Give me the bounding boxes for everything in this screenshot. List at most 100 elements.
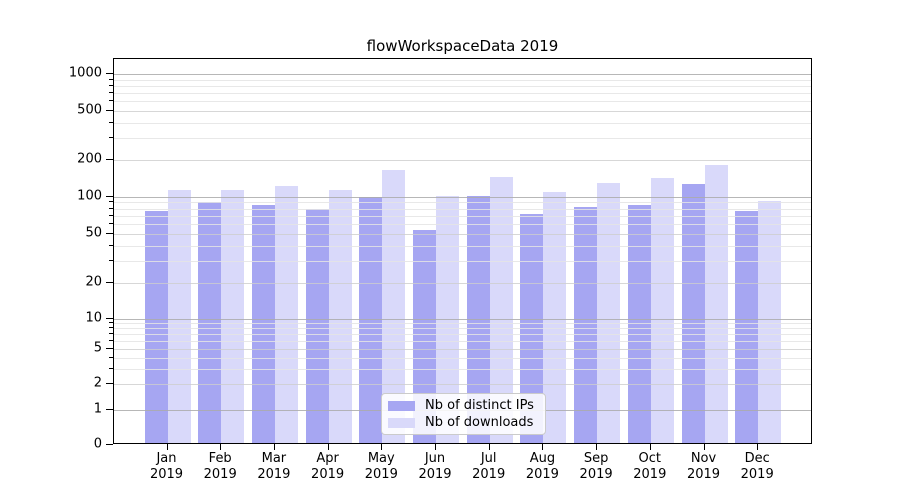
bar-downloads-mar (274, 186, 298, 443)
x-tick-aug (542, 444, 544, 450)
legend-item-distinct-ips: Nb of distinct IPs (388, 398, 539, 413)
x-tick-label-nov: Nov 2019 (686, 451, 721, 482)
plot-area (113, 58, 812, 444)
bar-downloads-jul (489, 177, 513, 443)
x-tick-label-may: May 2019 (364, 451, 398, 482)
y-tick-label-1: 1 (93, 401, 102, 416)
x-tick-label-oct: Oct 2019 (633, 451, 667, 482)
x-tick-jan (166, 444, 168, 450)
x-tick-label-sep: Sep 2019 (579, 451, 613, 482)
y-tick-0 (106, 444, 113, 445)
y-tick-5 (106, 348, 113, 349)
x-tick-apr (327, 444, 329, 450)
gridline-40 (114, 245, 811, 247)
x-tick-dec (757, 444, 759, 450)
gridline-20 (114, 282, 811, 284)
gridline-1000 (114, 74, 811, 75)
y-minor-tick-8 (109, 327, 113, 329)
gridline-70 (114, 215, 811, 217)
y-minor-tick-60 (109, 222, 113, 224)
bar-distinct-ips-jul (466, 196, 490, 443)
x-tick-oct (649, 444, 651, 450)
y-tick-1000 (106, 73, 113, 74)
y-tick-10 (106, 317, 113, 319)
x-tick-label-mar: Mar 2019 (257, 451, 291, 482)
gridline-60 (114, 223, 811, 225)
legend-item-downloads: Nb of downloads (388, 415, 539, 430)
x-tick-label-feb: Feb 2019 (203, 451, 237, 482)
bar-distinct-ips-mar (251, 204, 275, 443)
legend-swatch-downloads (388, 417, 415, 428)
gridline-200 (114, 159, 811, 161)
bar-distinct-ips-oct (627, 205, 651, 443)
bar-downloads-nov (704, 165, 728, 443)
x-tick-may (381, 444, 383, 450)
bar-distinct-ips-may (359, 197, 383, 443)
y-tick-label-20: 20 (85, 274, 102, 289)
y-tick-label-1000: 1000 (68, 65, 102, 81)
y-minor-tick-900 (109, 78, 113, 80)
y-tick-2 (106, 383, 113, 384)
y-tick-label-50: 50 (85, 225, 102, 241)
gridline-800 (114, 85, 811, 87)
x-tick-label-apr: Apr 2019 (311, 451, 345, 482)
gridline-7 (114, 334, 811, 336)
gridline-400 (114, 122, 811, 124)
bar-distinct-ips-feb (198, 202, 222, 443)
y-minor-tick-9 (109, 322, 113, 324)
gridline-9 (114, 323, 811, 325)
x-tick-feb (220, 444, 222, 450)
gridline-600 (114, 101, 811, 103)
gridline-80 (114, 208, 811, 210)
x-tick-sep (596, 444, 598, 450)
y-tick-label-5: 5 (93, 340, 102, 356)
y-tick-label-10: 10 (85, 310, 102, 325)
y-tick-20 (106, 281, 113, 283)
y-tick-1 (106, 408, 113, 410)
gridline-2 (114, 384, 811, 385)
legend: Nb of distinct IPs Nb of downloads (381, 393, 546, 435)
gridline-30 (114, 260, 811, 262)
gridline-8 (114, 328, 811, 330)
gridline-500 (114, 110, 811, 112)
gridline-5 (114, 349, 811, 350)
y-minor-tick-400 (109, 121, 113, 123)
bar-downloads-feb (221, 190, 245, 443)
y-minor-tick-3 (109, 367, 113, 369)
y-minor-tick-30 (109, 259, 113, 261)
y-tick-label-500: 500 (77, 102, 102, 118)
y-minor-tick-4 (109, 356, 113, 358)
legend-swatch-distinct-ips (388, 400, 415, 411)
y-minor-tick-40 (109, 244, 113, 246)
y-tick-label-0: 0 (93, 436, 102, 452)
gridline-50 (114, 233, 811, 235)
bar-downloads-jan (167, 190, 191, 443)
chart-title: flowWorkspaceData 2019 (366, 37, 559, 55)
y-minor-tick-300 (109, 137, 113, 139)
bar-downloads-aug (543, 191, 567, 443)
gridline-90 (114, 202, 811, 204)
y-tick-100 (106, 195, 113, 197)
x-tick-label-jul: Jul 2019 (472, 451, 506, 482)
gridline-3 (114, 368, 811, 370)
bar-downloads-may (382, 170, 406, 443)
gridline-700 (114, 92, 811, 94)
y-minor-tick-7 (109, 333, 113, 335)
bar-downloads-oct (650, 178, 674, 443)
gridline-6 (114, 340, 811, 342)
gridline-300 (114, 138, 811, 140)
x-tick-jul (488, 444, 490, 450)
x-tick-label-dec: Dec 2019 (740, 451, 774, 482)
legend-label-downloads: Nb of downloads (425, 415, 534, 430)
gridline-900 (114, 79, 811, 81)
y-tick-label-100: 100 (77, 188, 102, 204)
x-tick-label-jun: Jun 2019 (418, 451, 452, 482)
bar-distinct-ips-nov (681, 183, 705, 443)
gridline-10 (114, 318, 811, 320)
y-tick-label-200: 200 (77, 151, 102, 167)
y-minor-tick-6 (109, 339, 113, 341)
y-tick-200 (106, 158, 113, 160)
bar-distinct-ips-sep (574, 207, 598, 443)
x-tick-label-aug: Aug 2019 (525, 451, 559, 482)
